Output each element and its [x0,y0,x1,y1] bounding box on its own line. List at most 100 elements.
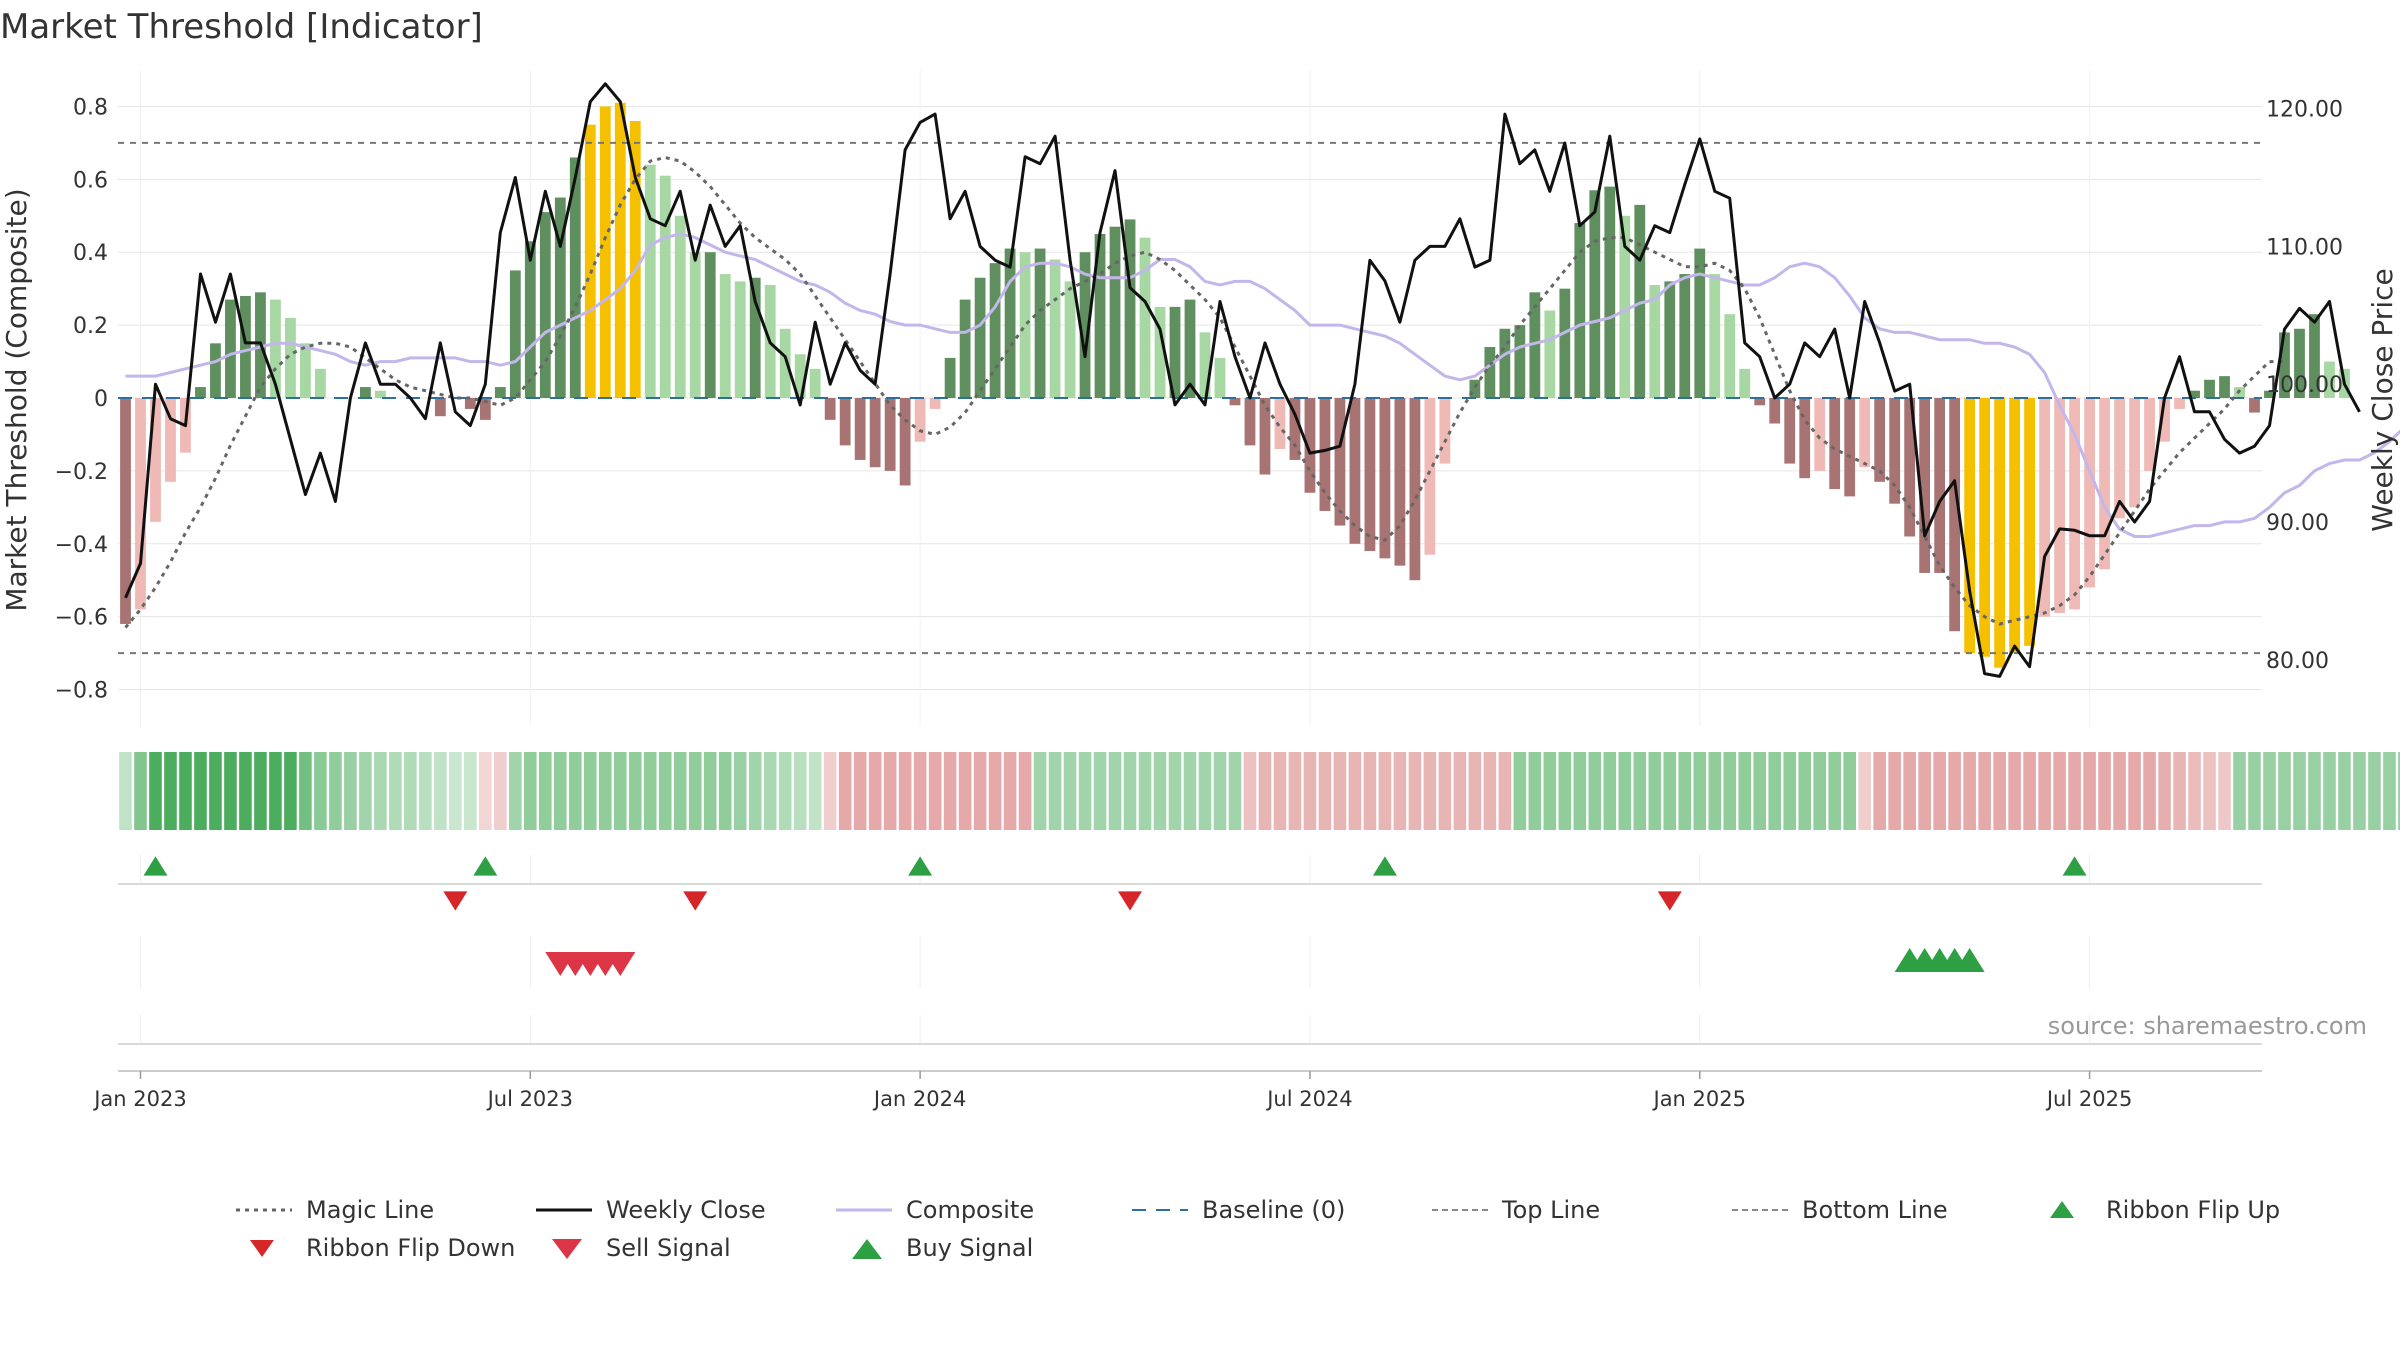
ribbon-cell [1228,752,1242,830]
legend-swatch-flip-down [250,1240,274,1257]
ribbon-cell [1453,752,1467,830]
ribbon-cell [1618,752,1632,830]
composite-bar [210,343,221,398]
ribbon-cell [1978,752,1991,830]
legend-label: Composite [906,1196,1034,1224]
composite-bar [929,398,941,409]
ribbon-cell [2158,752,2171,830]
ribbon-flip-down-marker [1657,891,1682,911]
left-tick-label: 0.6 [73,168,108,193]
composite-bar [1049,259,1061,398]
ribbon-cell [164,752,177,830]
signal-panels [118,855,2262,1072]
composite-bar [2129,398,2140,508]
ribbon-cell [389,752,402,830]
ribbon-cell [568,752,582,830]
composite-bar [1979,398,1991,657]
ribbon-cell [2038,752,2051,830]
composite-bar [779,328,791,398]
ribbon-cell [928,752,942,830]
composite-bar [629,121,641,399]
ribbon-cell [1828,752,1841,830]
ribbon-cell [524,752,537,830]
ribbon-cell [419,752,432,830]
ribbon-cell [314,752,327,830]
composite-bar [315,368,326,398]
ribbon-cell [1078,752,1092,830]
composite-bar [554,197,566,398]
ribbon-cell [1903,752,1916,830]
composite-bar [2174,398,2185,409]
ribbon-cell [1288,752,1302,830]
ribbon-cell [1438,752,1452,830]
composite-bar [479,398,491,420]
ribbon-cell [2263,752,2276,830]
composite-bar [2279,332,2290,398]
ribbon-cell [793,752,807,830]
composite-bar [2069,398,2080,610]
sell-signal-marker [605,952,636,976]
ribbon-cell [1033,752,1047,830]
composite-bar [1214,357,1226,398]
composite-bar [2054,398,2065,614]
right-tick-label: 100.00 [2266,373,2343,398]
ribbon-cell [2023,752,2036,830]
ribbon-cell [1303,752,1317,830]
composite-bar [1064,281,1076,398]
composite-bar [1589,190,1601,398]
composite-bar [719,274,731,398]
composite-bar [569,157,581,398]
composite-bar [225,299,236,398]
ribbon-cell [1063,752,1077,830]
composite-bar [734,281,746,398]
ribbon-cell [479,752,492,830]
composite-bar [2024,398,2036,646]
ribbon-cell [1993,752,2006,830]
ribbon-cell [1783,752,1797,830]
composite-bar [914,398,926,442]
composite-bar [1379,398,1391,559]
ribbon-cell [823,752,837,830]
composite-bar [2144,398,2155,471]
ribbon-cell [1753,752,1767,830]
composite-bar [704,252,716,398]
composite-bar [1094,234,1106,398]
ribbon-cell [2188,752,2201,830]
ribbon-cell [209,752,222,830]
composite-bar [1874,398,1886,482]
ribbon-cell [359,752,372,830]
ribbon-cell [1273,752,1287,830]
composite-bar [944,357,956,398]
ribbon-cell [1048,752,1062,830]
composite-bar [1019,252,1031,398]
reference-lines [118,141,2262,655]
source-note: source: sharemaestro.com [2048,1012,2367,1040]
composite-bar [494,387,506,398]
ribbon-cell [1588,752,1602,830]
ribbon-cell [2218,752,2231,830]
ribbon-cell [1573,752,1587,830]
composite-bar [1964,398,1976,654]
ribbon-flip-up-marker [908,856,933,876]
composite-bar [1469,379,1481,398]
composite-bar [1679,274,1691,398]
composite-bar [599,106,611,398]
composite-bar [1004,248,1016,398]
ribbon-cell [1963,752,1976,830]
composite-bar [2219,376,2230,398]
ribbon-cell [284,752,297,830]
ribbon-cell [1183,752,1197,830]
composite-bar [300,343,311,398]
composite-bar [2114,398,2125,519]
composite-bar [1289,398,1301,460]
legend-label: Bottom Line [1802,1196,1948,1224]
ribbon-cell [134,752,147,830]
composite-bar [2249,398,2260,413]
legend-label: Sell Signal [606,1234,731,1262]
composite-bar [2099,398,2110,570]
composite-bar [824,398,836,420]
left-tick-label: 0 [94,387,108,412]
ribbon-cell [1138,752,1152,830]
composite-bar [2009,398,2021,654]
